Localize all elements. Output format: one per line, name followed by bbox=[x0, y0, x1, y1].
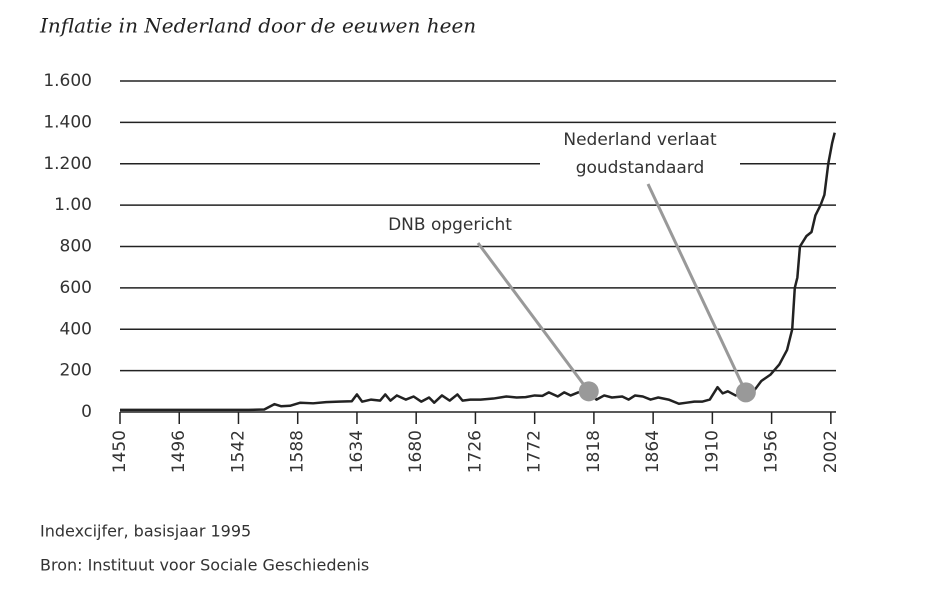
x-tick-label: 1956 bbox=[762, 430, 782, 473]
y-tick-label: 800 bbox=[60, 237, 92, 257]
annotation-leader bbox=[646, 183, 748, 393]
x-tick-label: 1772 bbox=[525, 430, 545, 473]
y-tick-label: 400 bbox=[60, 319, 92, 339]
x-tick-label: 2002 bbox=[821, 430, 841, 473]
data-line bbox=[120, 132, 836, 412]
y-tick-label: 1.400 bbox=[43, 112, 92, 132]
x-tick-label: 1542 bbox=[228, 430, 248, 473]
y-tick-label: 600 bbox=[60, 278, 92, 298]
annotation-marker bbox=[735, 382, 756, 403]
annotation-bg bbox=[540, 156, 740, 180]
annotation-leader bbox=[476, 242, 590, 393]
y-tick-label: 1.200 bbox=[43, 154, 92, 174]
note: Indexcijfer, basisjaar 1995 bbox=[40, 522, 251, 541]
x-tick-label: 1864 bbox=[643, 430, 663, 473]
chart-title: Inflatie in Nederland door de eeuwen hee… bbox=[39, 14, 476, 38]
x-tick-label: 1910 bbox=[702, 430, 722, 473]
x-tick-label: 1726 bbox=[465, 430, 485, 473]
annotation-text: goudstandaard bbox=[576, 158, 705, 178]
x-tick-label: 1680 bbox=[406, 430, 426, 473]
annotation-text: Nederland verlaat bbox=[563, 130, 717, 150]
x-tick-label: 1496 bbox=[169, 430, 189, 473]
x-tick-label: 1588 bbox=[288, 430, 308, 473]
y-tick-label: 0 bbox=[81, 402, 92, 422]
y-tick-label: 1.600 bbox=[43, 71, 92, 91]
annotation-bg bbox=[350, 213, 550, 237]
x-tick-label: 1634 bbox=[347, 430, 367, 473]
note: Bron: Instituut voor Sociale Geschiedeni… bbox=[40, 556, 369, 575]
x-tick-label: 1450 bbox=[110, 430, 130, 473]
x-tick-label: 1818 bbox=[584, 430, 604, 473]
y-tick-label: 200 bbox=[60, 361, 92, 381]
annotation-bg bbox=[540, 128, 740, 152]
annotation-marker bbox=[578, 381, 599, 402]
annotation-text: DNB opgericht bbox=[388, 215, 512, 235]
y-tick-label: 1.00 bbox=[54, 195, 92, 215]
